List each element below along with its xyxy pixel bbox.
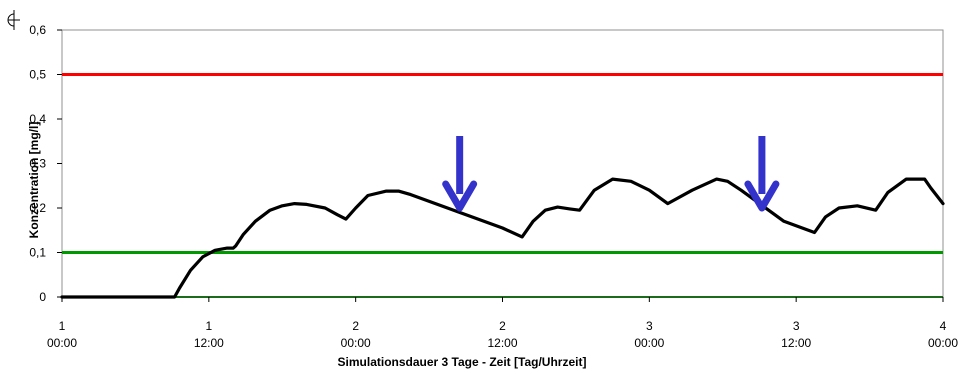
y-tick-label: 0,5 bbox=[29, 68, 46, 82]
x-tick-day-label: 2 bbox=[499, 319, 506, 333]
x-tick-time-label: 00:00 bbox=[341, 336, 371, 350]
y-axis: 0 0,1 0,2 0,3 0,4 0,5 0,6 bbox=[29, 23, 62, 304]
plot-frame bbox=[61, 29, 944, 298]
x-tick-day-label: 2 bbox=[352, 319, 359, 333]
cursor-icon bbox=[7, 10, 20, 30]
y-tick-label: 0,2 bbox=[29, 201, 46, 215]
x-tick-time-label: 00:00 bbox=[928, 336, 958, 350]
x-tick-time-label: 12:00 bbox=[487, 336, 517, 350]
y-tick-label: 0,3 bbox=[29, 157, 46, 171]
x-tick-day-label: 3 bbox=[793, 319, 800, 333]
series-line-0 bbox=[60, 177, 945, 299]
x-axis-label: Simulationsdauer 3 Tage - Zeit [Tag/Uhrz… bbox=[338, 355, 587, 369]
y-tick-label: 0,6 bbox=[29, 23, 46, 37]
annotation-arrow-1 bbox=[744, 136, 780, 212]
x-tick-day-label: 4 bbox=[940, 319, 947, 333]
x-tick-time-label: 12:00 bbox=[194, 336, 224, 350]
x-tick-day-label: 1 bbox=[59, 319, 66, 333]
y-tick-label: 0,4 bbox=[29, 112, 46, 126]
x-tick-time-label: 12:00 bbox=[781, 336, 811, 350]
y-axis-label: Konzentration [mg/l] bbox=[27, 122, 41, 239]
x-tick-time-label: 00:00 bbox=[634, 336, 664, 350]
x-axis: 1 00:00 1 12:00 2 00:00 2 12:00 3 00:00 3 12:00 4 00:… bbox=[47, 297, 958, 350]
x-tick-day-label: 3 bbox=[646, 319, 653, 333]
annotation-arrows bbox=[442, 136, 780, 212]
x-tick-time-label: 00:00 bbox=[47, 336, 77, 350]
annotation-arrow-0 bbox=[442, 136, 478, 212]
y-tick-label: 0,1 bbox=[29, 246, 46, 260]
series-group bbox=[60, 177, 945, 299]
x-tick-day-label: 1 bbox=[205, 319, 212, 333]
y-tick-label: 0 bbox=[39, 290, 46, 304]
